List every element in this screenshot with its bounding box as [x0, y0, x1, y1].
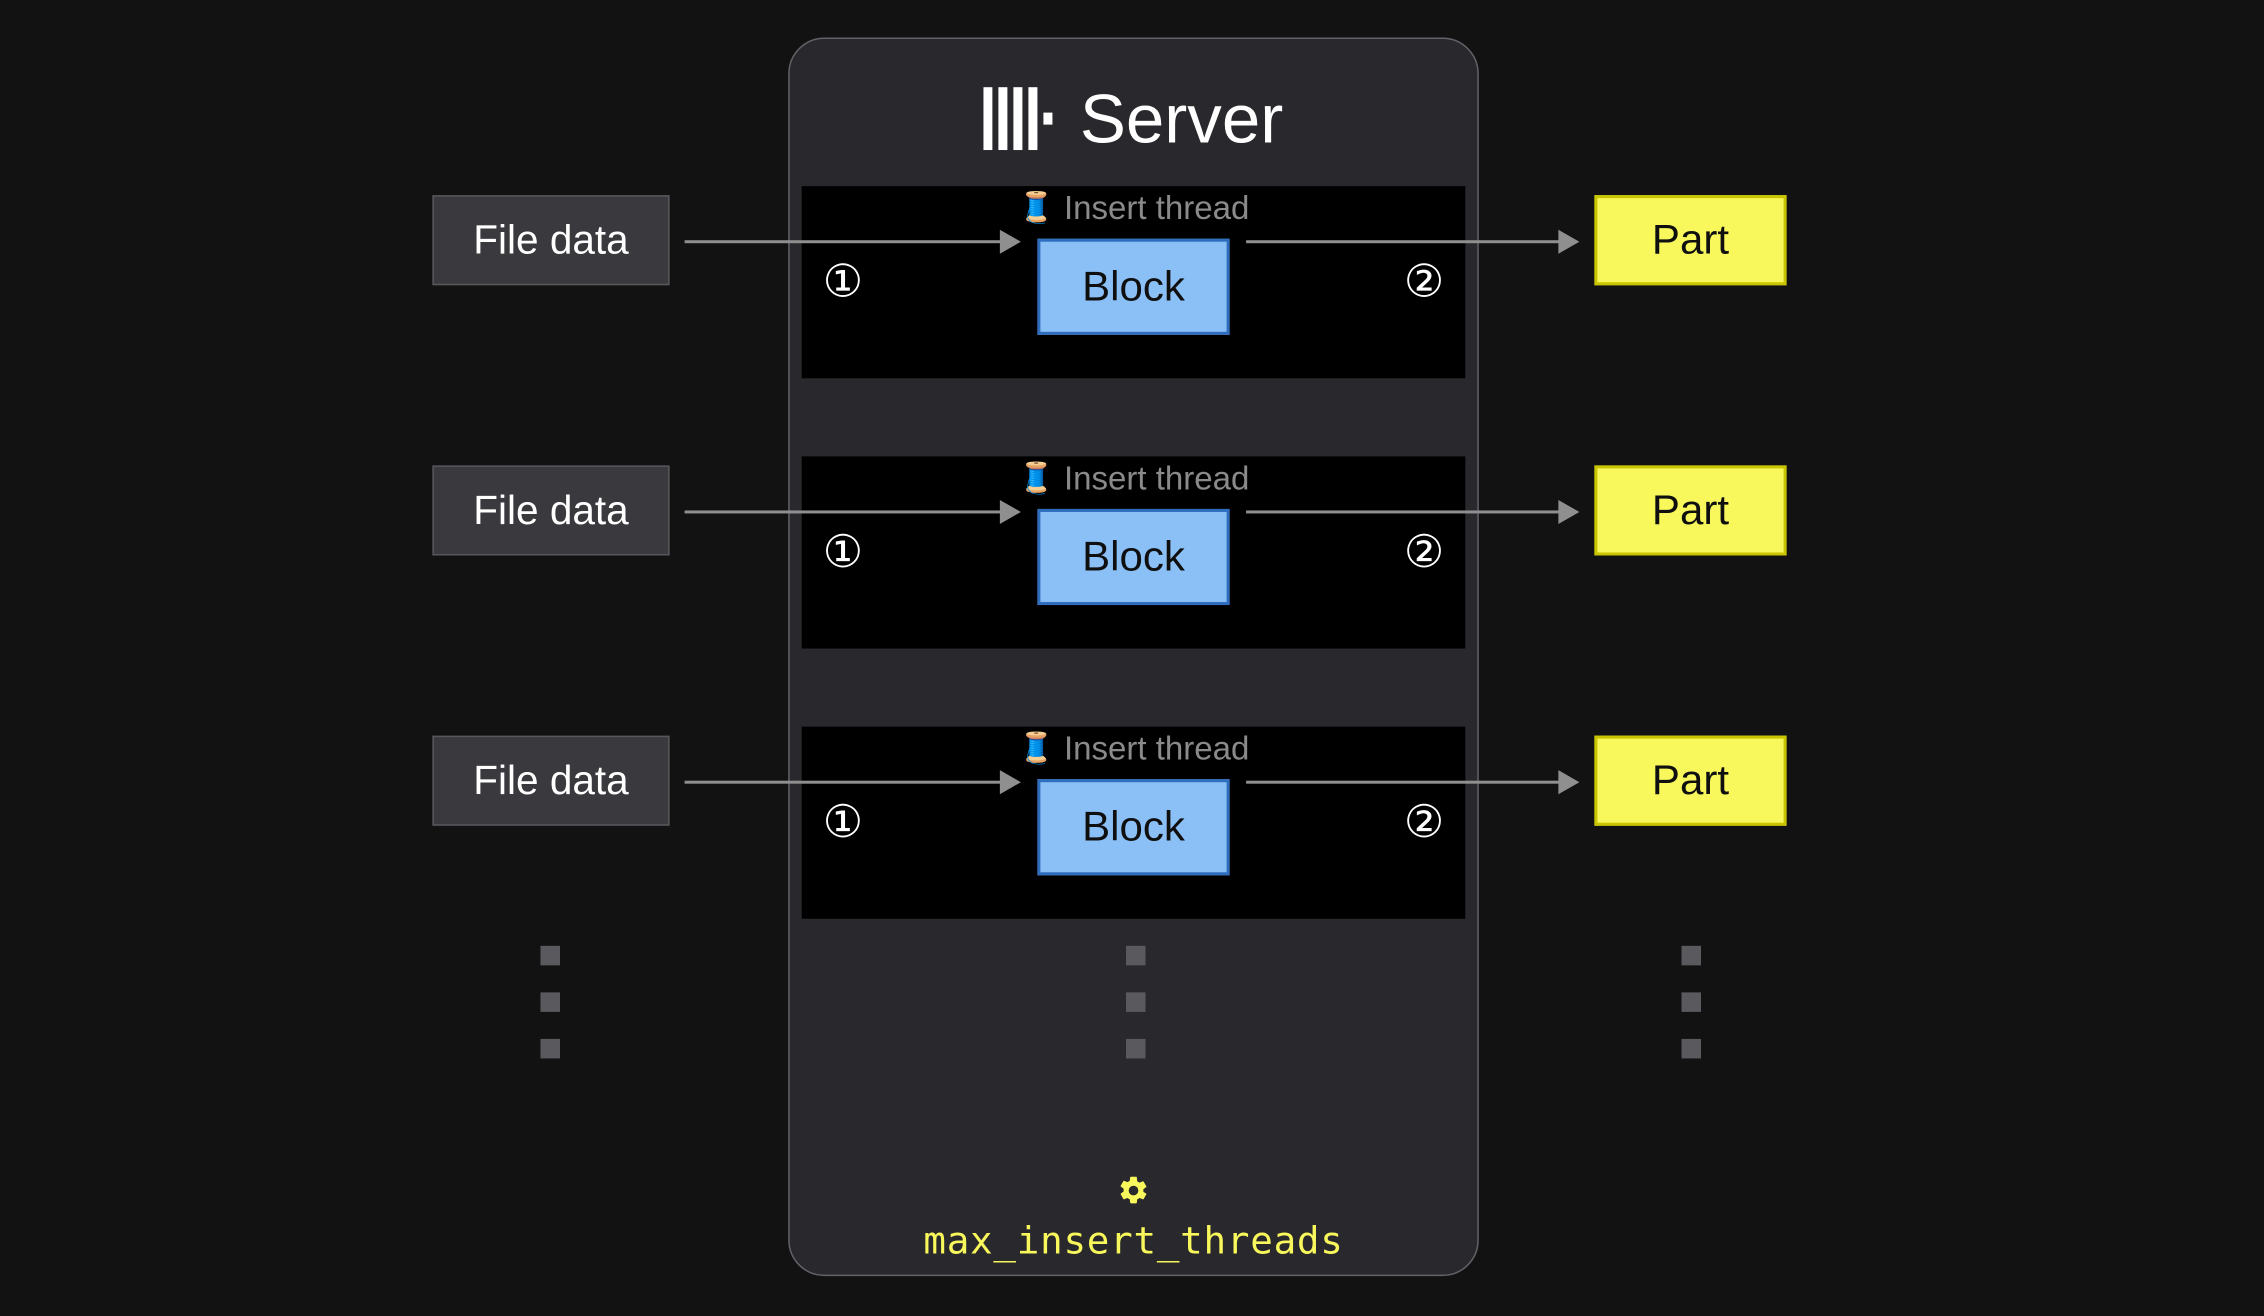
thread-row: 🧵 Insert thread ① ② Block: [802, 187, 1466, 379]
block-label: Block: [1082, 533, 1185, 581]
step-2-marker: ②: [1404, 256, 1444, 309]
arrow-block-to-part: [1246, 781, 1576, 784]
block-node: Block: [1037, 779, 1229, 875]
part-label: Part: [1652, 487, 1729, 535]
block-node: Block: [1037, 509, 1229, 605]
arrow-block-to-part: [1246, 241, 1576, 244]
thread-label-row: 🧵 Insert thread: [802, 730, 1466, 769]
thread-label: Insert thread: [1064, 730, 1249, 769]
thread-label-row: 🧵 Insert thread: [802, 190, 1466, 229]
file-data-box: File data: [432, 736, 669, 826]
step-1-marker: ①: [823, 256, 863, 309]
step-1-marker: ①: [823, 797, 863, 850]
thread-row: 🧵 Insert thread ① ② Block: [802, 727, 1466, 919]
file-data-label: File data: [473, 758, 628, 805]
arrow-file-to-block: [685, 241, 1018, 244]
part-box: Part: [1594, 196, 1786, 286]
server-title: Server: [1080, 78, 1283, 159]
thread-label-row: 🧵 Insert thread: [802, 460, 1466, 499]
file-data-label: File data: [473, 488, 628, 535]
vertical-ellipsis: [540, 946, 560, 1059]
thread-label: Insert thread: [1064, 460, 1249, 499]
config-label: max_insert_threads: [790, 1219, 1478, 1263]
gear-icon-row: [790, 1174, 1478, 1207]
clickhouse-bars-icon: [984, 87, 1056, 150]
thread-spool-icon: 🧵: [1018, 194, 1055, 224]
part-box: Part: [1594, 736, 1786, 826]
block-label: Block: [1082, 803, 1185, 851]
gear-icon: [1117, 1174, 1150, 1207]
arrow-file-to-block: [685, 781, 1018, 784]
diagram-canvas: Server 🧵 Insert thread ① ② Block 🧵 Inser…: [0, 0, 2264, 1315]
step-2-marker: ②: [1404, 527, 1444, 580]
arrow-file-to-block: [685, 511, 1018, 514]
thread-label: Insert thread: [1064, 190, 1249, 229]
thread-row: 🧵 Insert thread ① ② Block: [802, 457, 1466, 649]
server-title-row: Server: [790, 78, 1478, 159]
file-data-box: File data: [432, 196, 669, 286]
vertical-ellipsis: [1126, 946, 1146, 1059]
step-1-marker: ①: [823, 527, 863, 580]
server-container: Server 🧵 Insert thread ① ② Block 🧵 Inser…: [788, 38, 1479, 1277]
block-label: Block: [1082, 262, 1185, 310]
part-label: Part: [1652, 757, 1729, 805]
file-data-box: File data: [432, 466, 669, 556]
block-node: Block: [1037, 238, 1229, 334]
thread-spool-icon: 🧵: [1018, 735, 1055, 765]
part-box: Part: [1594, 466, 1786, 556]
part-label: Part: [1652, 217, 1729, 265]
thread-spool-icon: 🧵: [1018, 464, 1055, 494]
vertical-ellipsis: [1681, 946, 1701, 1059]
file-data-label: File data: [473, 217, 628, 264]
step-2-marker: ②: [1404, 797, 1444, 850]
arrow-block-to-part: [1246, 511, 1576, 514]
